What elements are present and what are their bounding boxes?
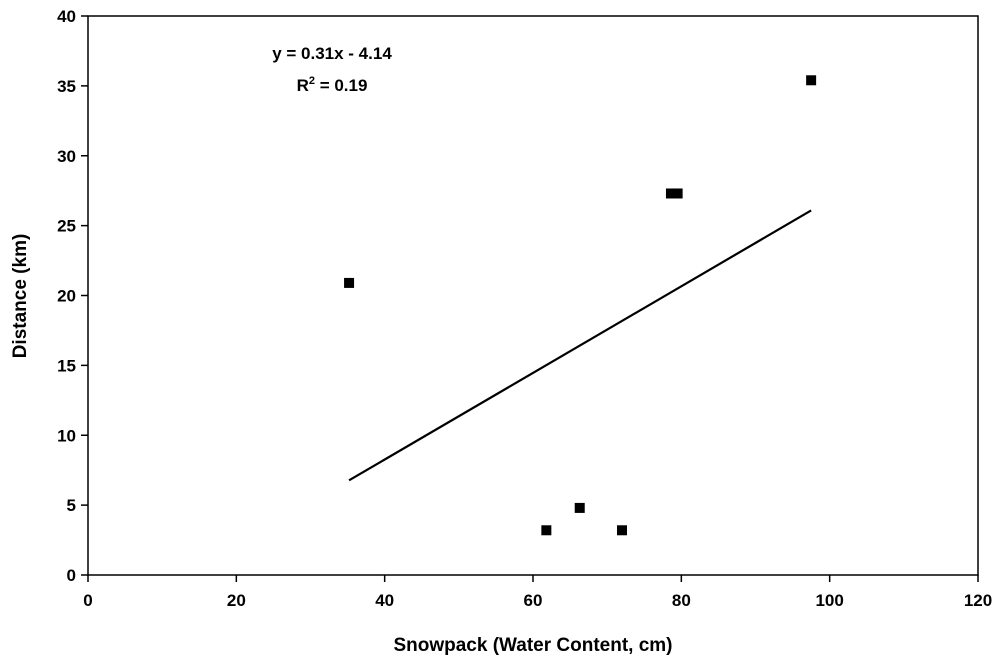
plot-area [87,15,979,576]
x-axis-title: Snowpack (Water Content, cm) [393,635,672,656]
data-points [344,75,817,536]
x-tick-label: 80 [672,591,691,610]
r-squared-superscript: 2 [309,75,315,87]
y-tick-label: 5 [67,496,76,515]
r-squared-label: R2 = 0.19 [297,75,368,95]
y-axis: 0 5 10 15 20 25 30 35 40 [57,7,88,585]
y-axis-title: Distance (km) [10,234,31,359]
equation-label: y = 0.31x - 4.14 [272,44,392,63]
y-tick-label: 30 [57,147,76,166]
data-point-marker [672,188,683,199]
r-squared-value: = 0.19 [315,76,367,95]
y-tick-label: 40 [57,7,76,26]
trendline [348,209,812,482]
y-tick-label: 0 [67,566,76,585]
y-tick-label: 20 [57,287,76,306]
data-point-marker [806,75,817,86]
x-tick-label: 100 [815,591,843,610]
data-point-marker [541,525,552,536]
r-squared-prefix: R [297,76,309,95]
data-point-marker [665,188,676,199]
y-tick-label: 35 [57,77,76,96]
x-tick-label: 60 [524,591,543,610]
data-point-marker [344,277,355,288]
x-tick-label: 40 [375,591,394,610]
x-tick-label: 0 [83,591,92,610]
x-axis: 0 20 40 60 80 100 120 [83,575,992,610]
y-tick-label: 15 [57,356,76,375]
x-tick-label: 120 [964,591,992,610]
x-tick-label: 20 [227,591,246,610]
y-tick-label: 10 [57,426,76,445]
data-point-marker [617,525,627,536]
data-point-marker [574,502,585,513]
y-tick-label: 25 [57,217,76,236]
